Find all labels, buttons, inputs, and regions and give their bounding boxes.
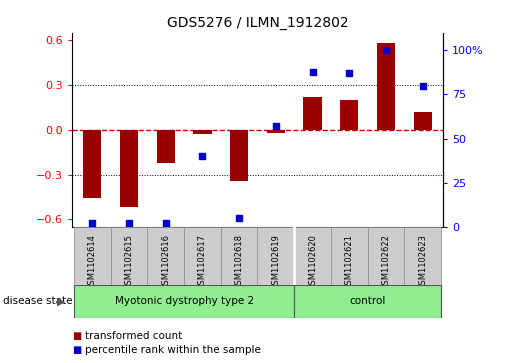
Bar [230,130,248,180]
Point [308,69,317,74]
Text: GSM1102618: GSM1102618 [235,234,244,290]
Text: control: control [350,296,386,306]
Bar [331,227,368,285]
Text: transformed count: transformed count [85,331,182,341]
Bar [258,227,294,285]
Bar [74,227,111,285]
Title: GDS5276 / ILMN_1912802: GDS5276 / ILMN_1912802 [167,16,348,30]
Text: percentile rank within the sample: percentile rank within the sample [85,345,261,355]
Text: GSM1102614: GSM1102614 [88,234,97,290]
Bar [120,130,138,207]
Point [235,215,243,221]
Text: GSM1102623: GSM1102623 [418,234,427,290]
Bar [83,130,101,199]
Text: GSM1102619: GSM1102619 [271,234,280,290]
Text: GSM1102621: GSM1102621 [345,234,354,290]
Bar [404,227,441,285]
Text: ■: ■ [72,345,81,355]
Bar [368,227,404,285]
Point [382,48,390,53]
Point [272,123,280,129]
Text: Myotonic dystrophy type 2: Myotonic dystrophy type 2 [114,296,253,306]
Bar [111,227,147,285]
Bar [340,100,358,130]
Bar [294,227,331,285]
Bar [267,130,285,133]
Point [419,83,427,89]
Text: GSM1102617: GSM1102617 [198,234,207,290]
Point [125,220,133,226]
Text: GSM1102616: GSM1102616 [161,234,170,290]
Bar [377,43,395,130]
Bar [294,285,441,318]
Text: GSM1102615: GSM1102615 [125,234,133,290]
Bar [147,227,184,285]
Bar [193,130,212,134]
Bar [303,97,322,130]
Text: ■: ■ [72,331,81,341]
Point [88,220,96,226]
Text: GSM1102622: GSM1102622 [382,234,390,290]
Point [198,153,207,159]
Bar [74,285,294,318]
Text: ▶: ▶ [57,296,65,306]
Point [345,70,353,76]
Text: GSM1102620: GSM1102620 [308,234,317,290]
Point [162,220,170,226]
Bar [184,227,221,285]
Bar [221,227,258,285]
Bar [414,112,432,130]
Bar [157,130,175,163]
Text: disease state: disease state [3,296,72,306]
